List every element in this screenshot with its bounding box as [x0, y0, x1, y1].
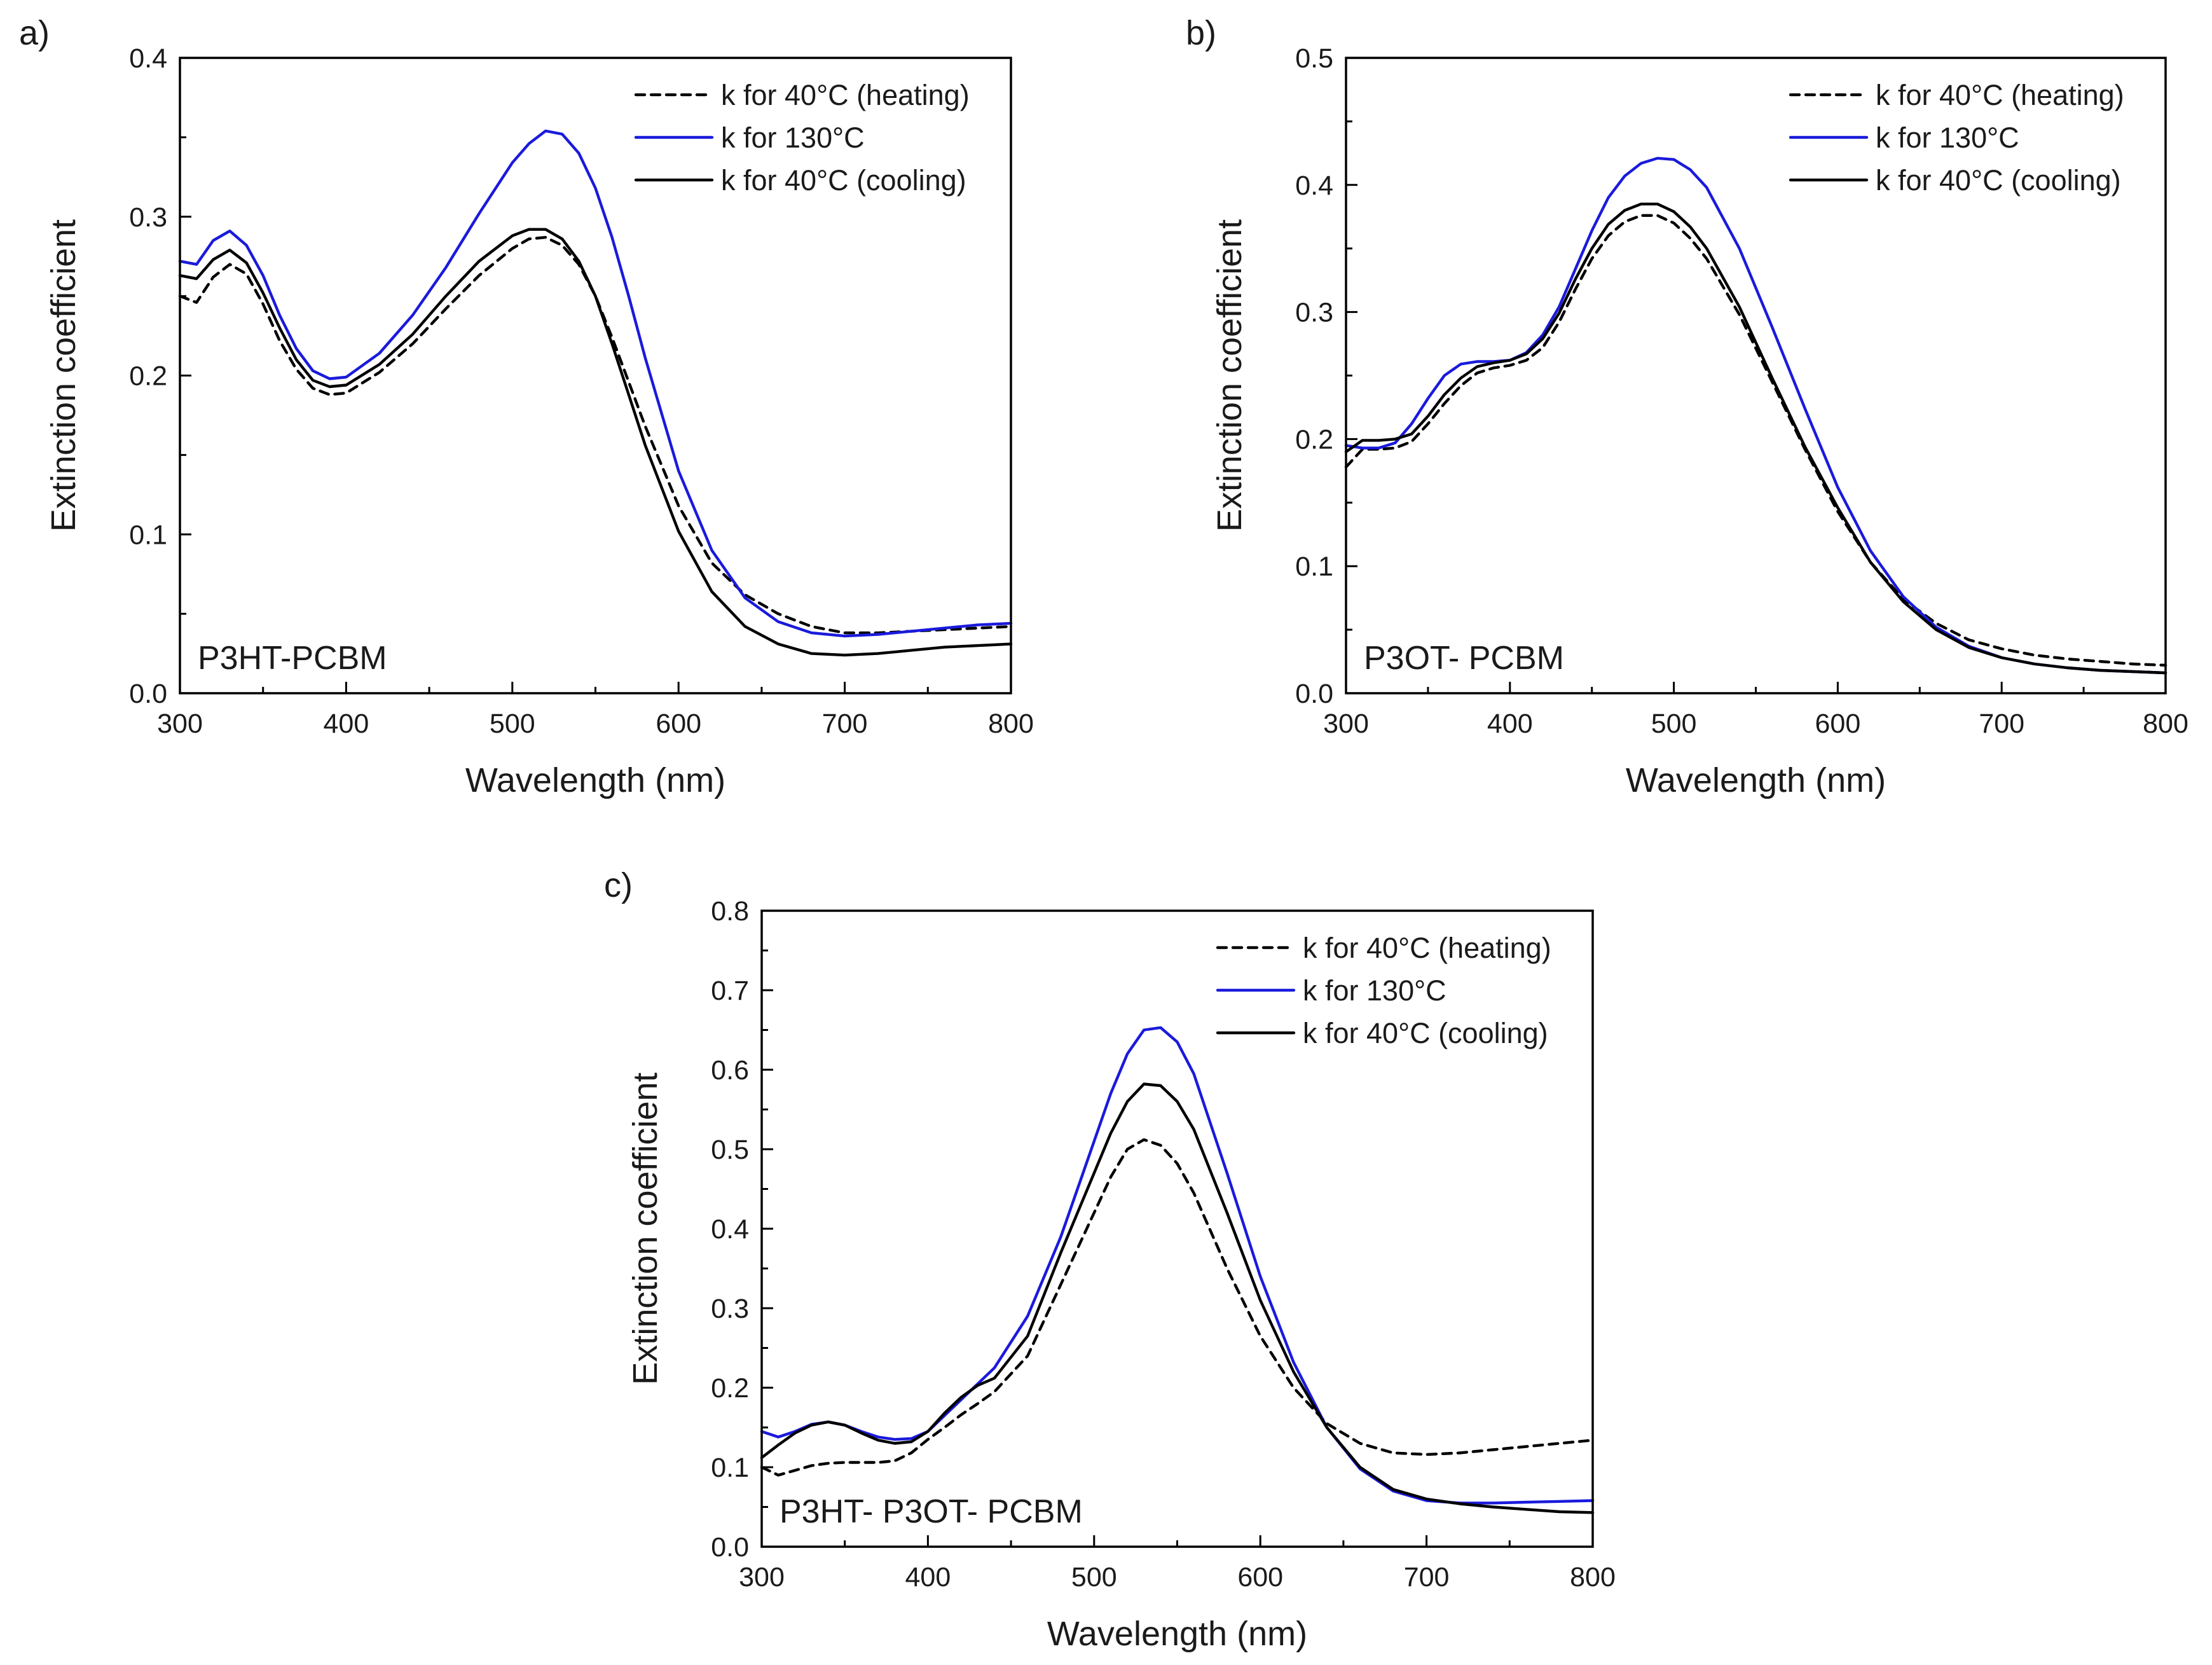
- y-tick-label: 0.4: [129, 43, 167, 74]
- chart-panel-b: b) 300 400 500 600 700 800 0.0 0.1 0.2 0.3 0.4 0.5 Wa…: [1186, 14, 2188, 799]
- y-tick-label: 0.0: [711, 1532, 749, 1563]
- x-axis-title: Wavelength (nm): [1626, 761, 1886, 799]
- y-tick-label: 0.4: [711, 1214, 749, 1245]
- legend-label-2: k for 130°C: [1303, 974, 1446, 1007]
- x-tick-label: 800: [988, 708, 1034, 739]
- plot-frame: [1345, 57, 2167, 694]
- x-tick-label: 800: [1570, 1562, 1616, 1592]
- legend: k for 40°C (heating) k for 130°C k for 40°…: [1216, 932, 1551, 1049]
- x-tick-label: 400: [324, 708, 369, 739]
- x-tick-label: 500: [1071, 1562, 1117, 1592]
- legend-label-2: k for 130°C: [721, 121, 865, 154]
- series-line-1: [178, 236, 1013, 635]
- x-tick-label: 400: [905, 1562, 951, 1592]
- x-tick-label: 300: [739, 1562, 785, 1592]
- y-tick-label: 0.2: [1295, 424, 1333, 455]
- x-axis-title: Wavelength (nm): [465, 761, 725, 799]
- series-line-2: [178, 129, 1013, 638]
- y-tick-label: 0.6: [711, 1055, 749, 1086]
- x-tick-label: 600: [1237, 1562, 1283, 1592]
- chart-panel-a: a) 300 400 500 600 700 800 0.0 0.1 0.2 0.3 0.4 Wavel…: [19, 14, 1034, 799]
- x-tick-label: 300: [1323, 708, 1369, 739]
- y-tick-label: 0.7: [711, 976, 749, 1006]
- series-line-1: [760, 1138, 1595, 1477]
- x-tick-label: 600: [656, 708, 701, 739]
- plot-frame: [179, 57, 1012, 694]
- y-axis-title: Extinction coefficient: [626, 1072, 664, 1385]
- legend-label-3: k for 40°C (cooling): [721, 164, 966, 197]
- x-tick-label: 800: [2143, 708, 2188, 739]
- legend: k for 40°C (heating) k for 130°C k for 40°…: [634, 79, 970, 197]
- y-tick-label: 0.5: [1295, 43, 1333, 74]
- y-tick-label: 0.1: [129, 520, 167, 550]
- legend-label-2: k for 130°C: [1876, 121, 2019, 154]
- panel-letter: a): [19, 14, 50, 52]
- panel-letter: b): [1186, 14, 1216, 52]
- x-tick-label: 500: [1651, 708, 1697, 739]
- legend-label-3: k for 40°C (cooling): [1303, 1017, 1548, 1049]
- y-axis-title: Extinction coefficient: [1211, 219, 1249, 532]
- series-line-3: [1344, 202, 2167, 675]
- y-tick-label: 0.1: [1295, 551, 1333, 582]
- panel-letter: c): [604, 866, 633, 904]
- sample-label: P3HT-PCBM: [198, 640, 387, 677]
- y-tick-label: 0.4: [1295, 170, 1333, 201]
- x-tick-label: 700: [822, 708, 868, 739]
- x-tick-label: 700: [1979, 708, 2024, 739]
- y-tick-label: 0.3: [1295, 298, 1333, 328]
- legend-label-3: k for 40°C (cooling): [1876, 164, 2121, 197]
- series-line-2: [760, 1026, 1595, 1505]
- legend: k for 40°C (heating) k for 130°C k for 40°…: [1789, 79, 2124, 197]
- chart-panel-c: c) 300 400 500 600 700 800 0.0 0.1 0.2 0.3 0.4 0.5 0.…: [604, 866, 1616, 1653]
- series-line-2: [1344, 156, 2167, 675]
- legend-label-1: k for 40°C (heating): [1303, 932, 1551, 964]
- y-tick-label: 0.2: [711, 1373, 749, 1404]
- x-tick-label: 300: [157, 708, 203, 739]
- y-tick-label: 0.3: [711, 1294, 749, 1324]
- y-tick-label: 0.8: [711, 896, 749, 927]
- y-tick-label: 0.0: [1295, 679, 1333, 709]
- series-line-3: [178, 228, 1013, 657]
- legend-label-1: k for 40°C (heating): [721, 79, 970, 111]
- x-tick-label: 500: [490, 708, 535, 739]
- plot-frame: [760, 909, 1594, 1548]
- y-axis-title: Extinction coefficient: [45, 219, 83, 532]
- x-tick-label: 400: [1487, 708, 1533, 739]
- x-axis-title: Wavelength (nm): [1047, 1615, 1307, 1653]
- sample-label: P3HT- P3OT- PCBM: [780, 1493, 1083, 1530]
- x-tick-label: 700: [1404, 1562, 1450, 1592]
- x-tick-label: 600: [1815, 708, 1861, 739]
- y-tick-label: 0.2: [129, 361, 167, 392]
- sample-label: P3OT- PCBM: [1364, 640, 1564, 677]
- legend-label-1: k for 40°C (heating): [1876, 79, 2124, 111]
- y-tick-label: 0.1: [711, 1453, 749, 1483]
- y-tick-label: 0.5: [711, 1135, 749, 1165]
- y-tick-label: 0.0: [129, 679, 167, 709]
- series-line-3: [760, 1082, 1595, 1514]
- y-tick-label: 0.3: [129, 202, 167, 233]
- series-line-1: [1344, 214, 2167, 667]
